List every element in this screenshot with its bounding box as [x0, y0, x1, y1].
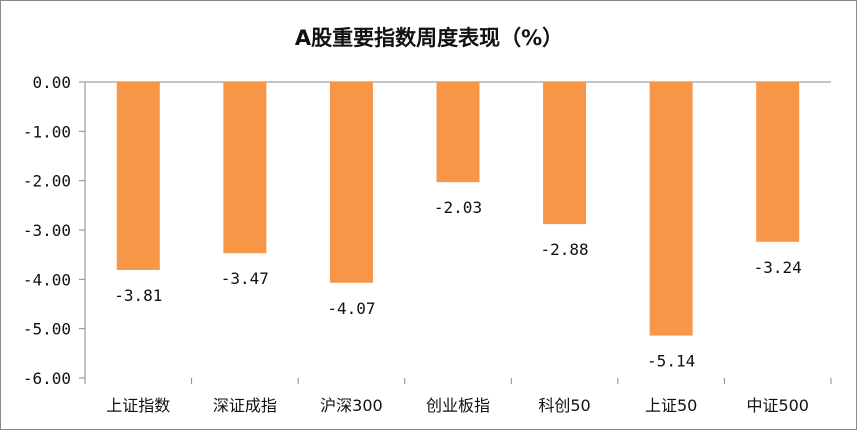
y-tick-label: -3.00 — [23, 221, 71, 240]
data-label: -2.88 — [540, 240, 588, 259]
data-label: -3.81 — [114, 286, 162, 305]
y-axis: 0.00 -1.00 -2.00 -3.00 -4.00 -5.00 -6.00 — [23, 73, 86, 388]
data-label: -5.14 — [647, 352, 695, 371]
bar — [116, 82, 160, 270]
bar — [649, 82, 693, 336]
x-tick-label: 深证成指 — [213, 396, 277, 415]
data-label: -3.47 — [221, 269, 269, 288]
y-tick-label: -1.00 — [23, 122, 71, 141]
bar — [756, 82, 800, 242]
bar — [329, 82, 373, 283]
x-tick-label: 上证50 — [645, 396, 697, 415]
data-label: -2.03 — [434, 198, 482, 217]
bars — [116, 82, 800, 336]
x-tick-label: 中证500 — [746, 396, 809, 415]
y-tick-label: -5.00 — [23, 320, 71, 339]
chart-title: A股重要指数周度表现（%） — [295, 26, 563, 50]
x-axis: 上证指数 深证成指 沪深300 创业板指 科创50 上证50 中证500 — [84, 81, 832, 415]
bar — [543, 82, 587, 225]
data-label: -3.24 — [754, 258, 802, 277]
data-labels: -3.81 -3.47 -4.07 -2.03 -2.88 -5.14 -3.24 — [114, 198, 802, 370]
x-tick-label: 沪深300 — [320, 396, 383, 415]
x-tick-label: 科创50 — [538, 396, 590, 415]
y-tick-label: 0.00 — [32, 73, 71, 92]
y-tick-label: -4.00 — [23, 270, 71, 289]
y-tick-label: -6.00 — [23, 369, 71, 388]
bar — [436, 82, 480, 183]
x-tick-label: 创业板指 — [426, 396, 490, 415]
bar — [223, 82, 267, 254]
y-tick-label: -2.00 — [23, 172, 71, 191]
x-tick-label: 上证指数 — [106, 396, 170, 415]
data-label: -4.07 — [327, 299, 375, 318]
